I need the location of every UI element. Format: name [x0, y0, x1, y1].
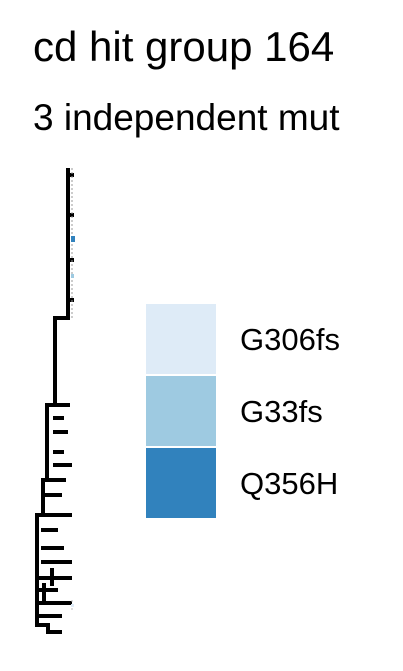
tip-mark-q356h — [71, 236, 75, 242]
legend-label: G33fs — [240, 394, 323, 429]
legend-swatch — [146, 448, 216, 518]
phylogenetic-tree — [35, 168, 75, 634]
tree-branch — [35, 168, 70, 627]
legend-label: Q356H — [240, 466, 339, 501]
figure-subtitle: 3 independent mut — [33, 97, 340, 138]
legend-label: G306fs — [240, 322, 340, 357]
legend-swatch — [146, 376, 216, 446]
tree-branch — [35, 623, 62, 634]
tip-mark-g33fs — [71, 274, 74, 278]
tip-mark-g306fs — [71, 604, 74, 607]
legend-swatch — [146, 304, 216, 374]
figure-title: cd hit group 164 — [33, 23, 335, 70]
